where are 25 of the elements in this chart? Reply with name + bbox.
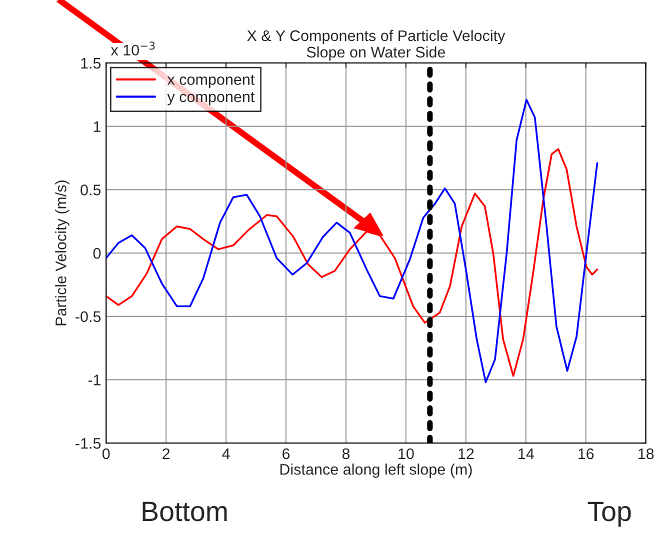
x-axis-title: Distance along left slope (m) bbox=[280, 464, 472, 478]
x-tick-label: 10 bbox=[398, 448, 414, 460]
x-tick-label: 12 bbox=[458, 448, 474, 460]
x-tick-label: 2 bbox=[162, 448, 170, 460]
x-tick-label: 6 bbox=[282, 448, 290, 460]
y-axis-title: Particle Velocity (m/s) bbox=[55, 180, 70, 326]
text: Bottom bbox=[142, 502, 227, 522]
x-tick-label: 18 bbox=[638, 448, 654, 460]
chart-title: X & Y Components of Particle Velocity Slope on Water Side bbox=[247, 30, 506, 61]
x-tick-label: 14 bbox=[518, 448, 534, 460]
legend-label: x component bbox=[167, 74, 255, 88]
y-tick-label: 1 bbox=[94, 121, 100, 132]
x-tick-label: 0 bbox=[102, 448, 110, 460]
y-tick-label: -0.5 bbox=[76, 311, 101, 322]
text: Top bbox=[588, 502, 631, 527]
y-tick-label: 0 bbox=[93, 248, 101, 259]
x-tick-label: 16 bbox=[578, 448, 594, 460]
text: x 10$^{−3}$ bbox=[110, 42, 155, 56]
y-tick-label: 0.5 bbox=[80, 184, 101, 196]
x-tick-label: 4 bbox=[222, 448, 230, 460]
y-tick-label: -1 bbox=[88, 374, 100, 386]
x-tick-label: 8 bbox=[342, 448, 350, 460]
legend-label: y component bbox=[167, 92, 255, 106]
y-tick-label: -1.5 bbox=[76, 438, 101, 449]
y-tick-label: 1.5 bbox=[81, 58, 101, 69]
